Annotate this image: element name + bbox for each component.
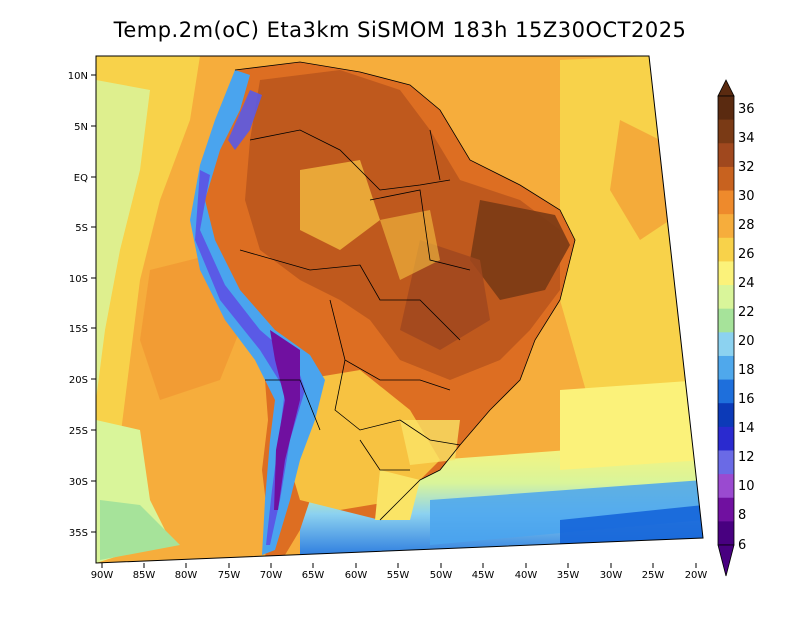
- lon-label: 70W: [260, 570, 283, 581]
- colorbar-cell: [718, 190, 734, 215]
- colorbar-label: 32: [738, 160, 755, 175]
- colorbar-cell: [718, 119, 734, 144]
- lat-label: 25S: [69, 426, 88, 437]
- map-frame: [95, 55, 704, 564]
- colorbar-cell: [718, 214, 734, 239]
- lat-label: 10N: [68, 71, 88, 82]
- lon-label: 85W: [133, 570, 156, 581]
- colorbar-cell: [718, 497, 734, 522]
- lat-label: 5S: [75, 223, 88, 234]
- lat-label: 15S: [69, 324, 88, 335]
- lat-label: EQ: [74, 173, 88, 184]
- colorbar-cell: [718, 521, 734, 546]
- lon-label: 55W: [387, 570, 410, 581]
- lon-label: 45W: [472, 570, 495, 581]
- lat-label: 5N: [74, 122, 88, 133]
- colorbar-label: 6: [738, 538, 746, 553]
- colorbar-cell: [718, 403, 734, 428]
- colorbar-label: 30: [738, 189, 755, 204]
- colorbar-top-arrow: [717, 79, 735, 97]
- colorbar-label: 18: [738, 363, 755, 378]
- colorbar-cell: [718, 237, 734, 262]
- colorbar-bottom-arrow: [717, 544, 735, 577]
- lat-label: 30S: [69, 477, 88, 488]
- lat-label: 10S: [69, 274, 88, 285]
- longitude-axis: 90W 85W 80W 75W 70W 65W 60W 55W 50W 45W …: [91, 563, 708, 581]
- colorbar-cell: [718, 474, 734, 499]
- lon-label: 75W: [218, 570, 241, 581]
- colorbar-label: 26: [738, 247, 755, 262]
- lon-label: 50W: [430, 570, 453, 581]
- colorbar-cell: [718, 332, 734, 357]
- map-title: Temp.2m(oC) Eta3km SiSMOM 183h 15Z30OCT2…: [113, 18, 687, 42]
- lon-label: 35W: [557, 570, 580, 581]
- country-borders: [234, 61, 576, 521]
- lon-label: 25W: [642, 570, 665, 581]
- lon-label: 60W: [345, 570, 368, 581]
- colorbar-label: 20: [738, 334, 755, 349]
- lat-label: 35S: [69, 528, 88, 539]
- lon-label: 40W: [515, 570, 538, 581]
- colorbar-label: 8: [738, 508, 746, 523]
- colorbar-label: 24: [738, 276, 755, 291]
- colorbar-label: 10: [738, 479, 755, 494]
- latitude-axis: 10N 5N EQ 5S 10S 15S 20S 25S 30S 35S: [68, 71, 96, 539]
- lon-label: 30W: [600, 570, 623, 581]
- colorbar-label: 14: [738, 421, 755, 436]
- colorbar-label: 34: [738, 131, 755, 146]
- temperature-field: [96, 56, 703, 563]
- lon-label: 20W: [685, 570, 708, 581]
- colorbar-cell: [718, 355, 734, 381]
- colorbar-cell: [718, 450, 734, 475]
- colorbar-label: 12: [738, 450, 755, 465]
- colorbar-cell: [718, 96, 734, 121]
- colorbar-cell: [718, 166, 734, 192]
- colorbar-cell: [718, 285, 734, 310]
- lon-label: 90W: [91, 570, 114, 581]
- colorbar-label: 22: [738, 305, 755, 320]
- colorbar: 36 34 32 30 28 26 24 22 20 18 16 14 12 1…: [717, 79, 755, 577]
- colorbar-cell: [718, 261, 734, 286]
- colorbar-label: 16: [738, 392, 755, 407]
- lat-label: 20S: [69, 375, 88, 386]
- lon-label: 65W: [302, 570, 325, 581]
- colorbar-cell: [718, 308, 734, 333]
- colorbar-cell: [718, 379, 734, 404]
- lon-label: 80W: [175, 570, 198, 581]
- colorbar-cell: [718, 426, 734, 451]
- colorbar-label: 28: [738, 218, 755, 233]
- colorbar-label: 36: [738, 102, 755, 117]
- colorbar-cell: [718, 143, 734, 168]
